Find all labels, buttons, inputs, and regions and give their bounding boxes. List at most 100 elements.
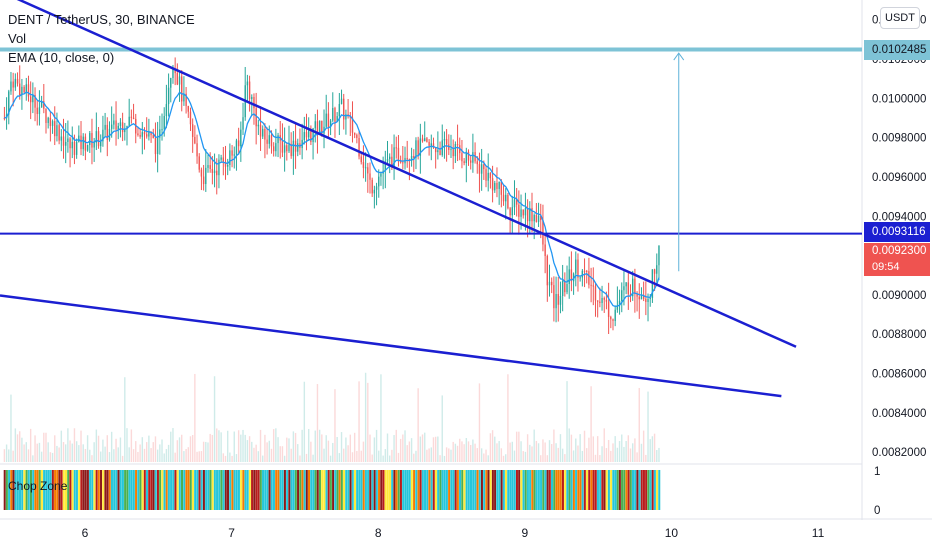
- candle-body: [529, 207, 531, 222]
- candle-body: [509, 208, 511, 216]
- volume-bar: [369, 434, 371, 462]
- legend-ema[interactable]: EMA (10, close, 0): [8, 50, 115, 65]
- volume-bar: [618, 441, 621, 462]
- candle-body: [343, 98, 345, 120]
- candle-body: [264, 128, 266, 140]
- chop-zone-bar: [321, 470, 324, 510]
- candle-body: [218, 159, 220, 176]
- candle-body: [283, 145, 286, 153]
- candle-body: [305, 131, 308, 138]
- ema-line: [4, 91, 660, 307]
- chop-zone-bar: [312, 470, 315, 510]
- chop-zone-bar: [456, 470, 459, 510]
- candle-body: [36, 107, 38, 114]
- chop-zone-bar: [443, 470, 446, 510]
- chop-zone-bar: [290, 470, 293, 510]
- volume-bar: [266, 442, 268, 462]
- volume-bar: [292, 431, 295, 462]
- candle-body: [553, 285, 555, 309]
- candle-body: [161, 129, 163, 131]
- candle-body: [386, 159, 389, 162]
- volume-bar: [80, 430, 82, 462]
- chop-zone-bar: [211, 470, 214, 510]
- volume-bar: [8, 449, 10, 462]
- chop-zone-bar: [658, 470, 661, 510]
- chop-zone-bar: [636, 470, 639, 510]
- chop-zone-bar: [49, 470, 52, 510]
- chop-zone-bar: [467, 470, 470, 510]
- candle-body: [483, 164, 485, 170]
- volume-bar: [548, 440, 551, 462]
- volume-bar: [535, 440, 538, 462]
- chop-zone-bar: [181, 470, 184, 510]
- legend-symbol[interactable]: DENT / TetherUS, 30, BINANCE: [8, 12, 195, 27]
- volume-bar: [73, 428, 76, 462]
- chop-zone-bar: [121, 470, 124, 510]
- candle-body: [58, 125, 60, 141]
- volume-bar: [599, 455, 601, 462]
- chop-zone-bar: [463, 470, 466, 510]
- candle-body: [23, 86, 25, 93]
- chop-zone-bar: [54, 470, 57, 510]
- candle-body: [340, 98, 343, 105]
- chop-zone-bar: [272, 470, 275, 510]
- chop-zone-bar: [318, 470, 321, 510]
- chop-zone-bar: [240, 470, 243, 510]
- volume-bar: [102, 439, 104, 462]
- volume-bar: [183, 451, 185, 462]
- volume-bar: [651, 436, 654, 462]
- volume-bar: [334, 389, 336, 462]
- volume-bar: [104, 446, 106, 462]
- chop-zone-bar: [16, 470, 19, 510]
- chop-zone-bar: [603, 470, 606, 510]
- volume-bar: [242, 429, 244, 462]
- chop-zone-bar: [410, 470, 413, 510]
- volume-bar: [614, 436, 616, 462]
- chop-zone-bar: [198, 470, 201, 510]
- candle-body: [636, 294, 638, 297]
- candle-body: [62, 136, 65, 146]
- chop-zone-bar: [231, 470, 234, 510]
- chop-zone-bar: [513, 470, 516, 510]
- candle-body: [627, 282, 630, 295]
- chop-zone-bar: [194, 470, 197, 510]
- candle-body: [421, 138, 424, 142]
- volume-bar: [642, 430, 645, 462]
- chop-zone-bar: [307, 470, 310, 510]
- candle-body: [145, 134, 148, 137]
- chop-zone-bar: [130, 470, 133, 510]
- volume-bar: [16, 434, 19, 462]
- chop-zone-bar: [137, 470, 140, 510]
- legend-vol[interactable]: Vol: [8, 31, 27, 46]
- volume-bar: [235, 454, 238, 462]
- volume-bar: [89, 449, 91, 462]
- chop-zone-bar: [345, 470, 348, 510]
- candle-body: [150, 132, 152, 136]
- candle-body: [176, 73, 179, 85]
- volume-bar: [561, 448, 564, 462]
- candle-body: [586, 270, 588, 272]
- chop-zone-bar: [286, 470, 289, 510]
- volume-bar: [297, 444, 299, 462]
- volume-bar: [288, 438, 290, 462]
- volume-bar: [167, 444, 170, 462]
- volume-bar: [327, 440, 330, 462]
- chop-zone-bar: [259, 470, 262, 510]
- candle-body: [56, 125, 58, 137]
- candle-body: [338, 104, 341, 117]
- currency-button[interactable]: USDT: [880, 7, 920, 29]
- volume-bar: [623, 446, 625, 462]
- volume-bar: [572, 450, 575, 462]
- candle-body: [141, 132, 144, 137]
- chop-zone-bar: [459, 470, 462, 510]
- volume-bar: [347, 445, 349, 462]
- chop-zone-label[interactable]: Chop Zone: [8, 479, 68, 493]
- chop-zone-bar: [362, 470, 365, 510]
- volume-bar: [518, 431, 520, 462]
- volume-bar: [544, 442, 546, 462]
- volume-bar: [621, 434, 623, 462]
- chop-zone-bar: [531, 470, 534, 510]
- chop-zone-bar: [332, 470, 335, 510]
